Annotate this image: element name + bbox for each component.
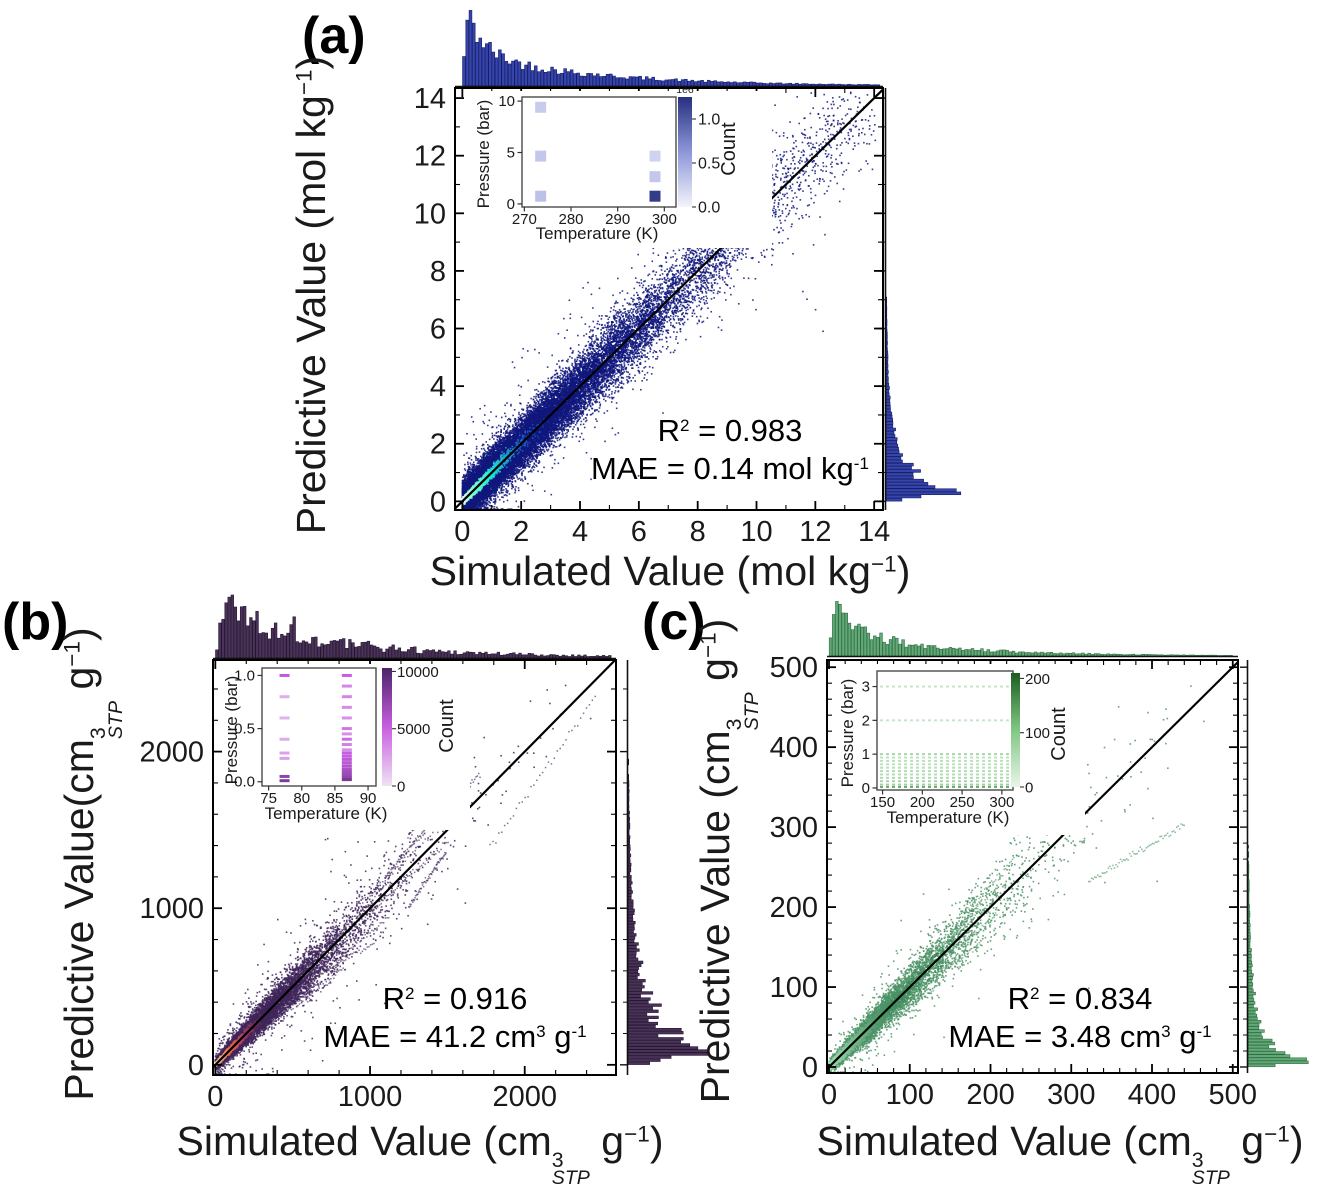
panel-b-canvas <box>118 580 710 1118</box>
text-segment: ) <box>649 1118 664 1164</box>
text-segment: 3 STP <box>1191 1147 1230 1184</box>
text-segment: ) <box>692 618 738 633</box>
panel-a-inset-temperature-label: Temperature (K) <box>535 224 659 243</box>
text-segment: 3 <box>1161 1021 1171 1041</box>
text-segment: g <box>56 666 102 701</box>
text-segment: −1 <box>291 69 317 96</box>
text-segment: R <box>657 413 680 448</box>
panel-b-y-axis-title: Predictive Value(cm 3 STP g−1) <box>56 590 127 1138</box>
text-segment: Predictive Value (cm <box>692 730 738 1104</box>
text-segment: 3 <box>536 1021 546 1041</box>
panel-c-inset-pressure-label: Pressure (bar) <box>838 678 857 788</box>
text-segment: MAE = 41.2 cm <box>323 1018 537 1054</box>
panel-c-mae-text: MAE = 3.48 cm3 g-1 <box>885 1018 1275 1056</box>
panel-c-y-axis-title: Predictive Value (cm 3 STP g−1) <box>692 594 763 1128</box>
text-segment: 2 <box>405 983 415 1003</box>
text-segment: 3 STP <box>551 1147 590 1184</box>
text-segment: MAE = 0.14 mol kg <box>591 450 854 486</box>
text-segment: ) <box>1289 1118 1304 1164</box>
text-segment: −1 <box>59 641 85 667</box>
text-segment: -1 <box>1196 1021 1212 1041</box>
text-segment: g <box>545 1018 572 1054</box>
panel-c-inset-temperature-label: Temperature (K) <box>886 808 1010 827</box>
panel-a-inset-pressure-label: Pressure (bar) <box>474 99 493 209</box>
panel-b-mae-text: MAE = 41.2 cm3 g-1 <box>265 1018 645 1056</box>
panel-b-inset-temperature-label: Temperature (K) <box>264 804 388 823</box>
text-segment: 3 STP <box>721 692 763 731</box>
panel-c-stats: R2 = 0.834 MAE = 3.48 cm3 g-1 <box>885 980 1275 1056</box>
text-segment: g <box>692 658 738 693</box>
panel-a-stats: R2 = 0.983 MAE = 0.14 mol kg-1 <box>530 412 930 488</box>
text-segment: R <box>1007 981 1030 1016</box>
panel-a-inset-count-label: Count <box>718 122 740 176</box>
text-segment: g <box>589 1118 625 1164</box>
panel-a-y-axis-title: Predictive Value (mol kg−1) <box>288 45 335 545</box>
panel-b-x-axis-title: Simulated Value (cm 3 STP g−1) <box>160 1118 680 1184</box>
text-segment: 2 <box>680 415 690 435</box>
panel-c-x-axis-title: Simulated Value (cm 3 STP g−1) <box>790 1118 1324 1184</box>
panel-c-label: (c) <box>642 593 706 651</box>
text-segment: -1 <box>571 1021 587 1041</box>
text-segment: R <box>382 981 405 1016</box>
panel-a-label: (a) <box>302 7 366 65</box>
text-segment: −1 <box>1264 1121 1290 1147</box>
text-segment: −1 <box>624 1121 650 1147</box>
text-segment: = 0.983 <box>689 413 803 448</box>
text-segment: ) <box>56 627 102 642</box>
text-segment: −1 <box>870 551 897 577</box>
text-segment: Simulated Value (cm <box>816 1118 1192 1164</box>
panel-c-r2-text: R2 = 0.834 <box>885 980 1275 1018</box>
text-segment: Simulated Value (cm <box>176 1118 552 1164</box>
text-segment: ) <box>896 548 911 594</box>
text-segment: g <box>1170 1018 1197 1054</box>
text-segment: Predictive Value (mol kg <box>288 95 334 535</box>
text-segment: Simulated Value (mol kg <box>429 548 871 594</box>
text-segment: Predictive Value(cm <box>56 739 102 1101</box>
panel-b-label: (b) <box>2 593 69 651</box>
panel-a-x-axis-title: Simulated Value (mol kg−1) <box>420 548 920 595</box>
text-segment: 3 STP <box>85 700 127 740</box>
text-segment: −1 <box>695 632 721 659</box>
text-segment: g <box>1229 1118 1265 1164</box>
panel-a-canvas <box>390 0 982 580</box>
panel-b-r2-text: R2 = 0.916 <box>265 980 645 1018</box>
panel-b-inset-count-label: Count <box>436 699 458 753</box>
text-segment: 2 <box>1030 983 1040 1003</box>
text-segment: = 0.834 <box>1039 981 1153 1016</box>
text-segment: = 0.916 <box>414 981 528 1016</box>
panel-c-canvas <box>728 580 1324 1118</box>
panel-a-mae-text: MAE = 0.14 mol kg-1 <box>530 450 930 488</box>
panel-b-stats: R2 = 0.916 MAE = 41.2 cm3 g-1 <box>265 980 645 1056</box>
text-segment: -1 <box>853 453 869 473</box>
text-segment: MAE = 3.48 cm <box>948 1018 1162 1054</box>
panel-b-inset-pressure-label: Pressure (bar) <box>222 675 241 785</box>
text-segment: ) <box>288 55 334 70</box>
panel-c-inset-count-label: Count <box>1048 707 1070 761</box>
panel-a-r2-text: R2 = 0.983 <box>530 412 930 450</box>
